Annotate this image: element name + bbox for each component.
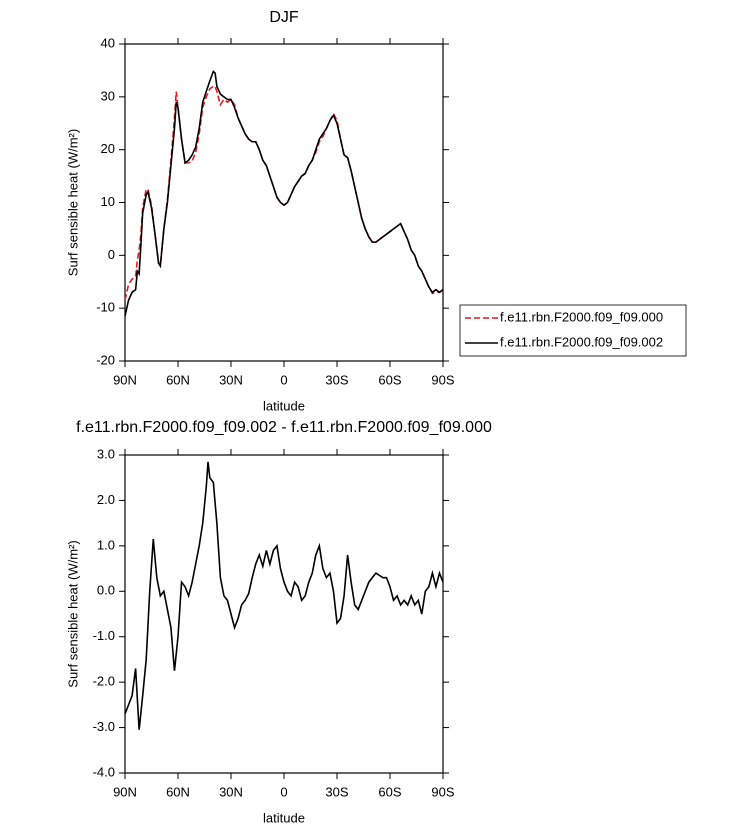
y-tick-label: -20 <box>96 352 115 367</box>
x-axis-label: latitude <box>263 810 305 825</box>
plot-frame <box>124 454 444 774</box>
y-tick-label: -3.0 <box>93 719 115 734</box>
x-tick-label: 60S <box>378 372 401 387</box>
x-tick-label: 90N <box>113 784 137 799</box>
y-axis-label: Surf sensible heat (W/m²) <box>65 540 80 687</box>
line <box>124 70 444 317</box>
y-tick-label: -10 <box>96 300 115 315</box>
legend-box <box>459 304 687 357</box>
y-tick-label: 30 <box>101 88 115 103</box>
x-tick-label: 0 <box>280 784 287 799</box>
x-tick-label: 30N <box>219 372 243 387</box>
y-tick-label: 0 <box>108 247 115 262</box>
y-tick-label: 3.0 <box>97 446 115 461</box>
y-axis-label: Surf sensible heat (W/m²) <box>65 129 80 276</box>
y-tick-label: 2.0 <box>97 492 115 507</box>
y-tick-label: -4.0 <box>93 764 115 779</box>
x-tick-label: 60S <box>378 784 401 799</box>
x-tick-label: 30S <box>325 372 348 387</box>
x-tick-label: 60N <box>166 784 190 799</box>
x-tick-label: 0 <box>280 372 287 387</box>
x-tick-label: 90S <box>431 372 454 387</box>
x-tick-label: 30S <box>325 784 348 799</box>
x-tick-label: 30N <box>219 784 243 799</box>
y-tick-label: 20 <box>101 141 115 156</box>
legend-label: f.e11.rbn.F2000.f09_f09.002 <box>500 334 663 349</box>
y-tick-label: 1.0 <box>97 537 115 552</box>
y-tick-label: -1.0 <box>93 628 115 643</box>
x-tick-label: 90S <box>431 784 454 799</box>
x-tick-label: 90N <box>113 372 137 387</box>
y-tick-label: -2.0 <box>93 674 115 689</box>
y-tick-label: 0.0 <box>97 583 115 598</box>
y-tick-label: 10 <box>101 194 115 209</box>
line <box>124 461 444 730</box>
y-tick-label: 40 <box>101 35 115 50</box>
x-axis-label: latitude <box>263 398 305 413</box>
x-tick-label: 60N <box>166 372 190 387</box>
chart-title: f.e11.rbn.F2000.f09_f09.002 - f.e11.rbn.… <box>76 419 492 436</box>
chart-title: DJF <box>269 9 299 26</box>
line <box>124 85 444 301</box>
plot-frame <box>124 43 444 362</box>
legend-label: f.e11.rbn.F2000.f09_f09.000 <box>500 309 663 324</box>
